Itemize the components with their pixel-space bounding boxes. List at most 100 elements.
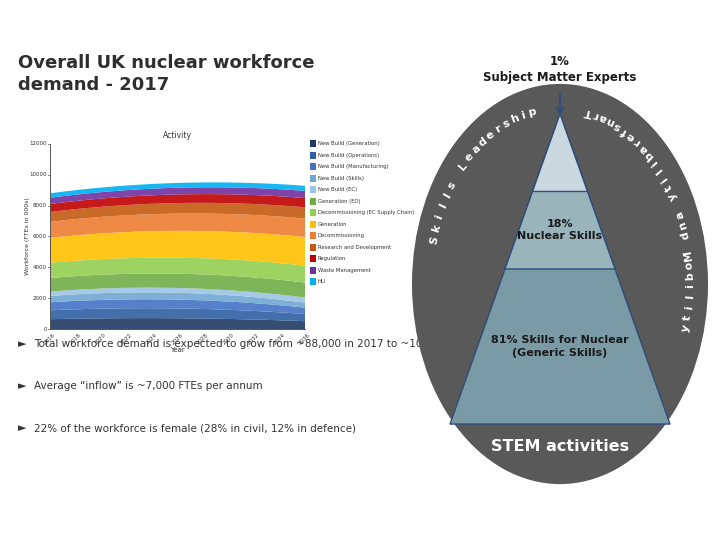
- Text: Decommissioning: Decommissioning: [318, 233, 365, 239]
- Text: Cogent: Cogent: [104, 510, 176, 528]
- Text: i: i: [649, 158, 660, 168]
- Text: New Build (Operations): New Build (Operations): [318, 153, 379, 158]
- Polygon shape: [50, 274, 305, 298]
- Text: b: b: [643, 149, 655, 162]
- Polygon shape: [50, 183, 305, 198]
- Text: l: l: [438, 202, 449, 210]
- Text: 2000: 2000: [33, 296, 47, 301]
- Polygon shape: [450, 114, 670, 424]
- Text: 2034: 2034: [273, 332, 287, 346]
- Text: i: i: [685, 285, 696, 288]
- Text: Activity: Activity: [163, 131, 192, 140]
- Bar: [310, 198, 316, 205]
- Polygon shape: [50, 231, 305, 266]
- Bar: [310, 175, 316, 182]
- Text: Nuclear Skills Strategy Group: Nuclear Skills Strategy Group: [11, 15, 207, 28]
- Text: 2022: 2022: [120, 332, 133, 346]
- Text: t: t: [683, 314, 693, 321]
- Bar: [310, 140, 316, 147]
- Text: Decommissioning (EC Supply Chain): Decommissioning (EC Supply Chain): [318, 211, 414, 215]
- Text: e: e: [485, 129, 496, 141]
- Text: 10000: 10000: [30, 172, 47, 177]
- Polygon shape: [50, 203, 305, 222]
- Text: skills: skills: [184, 510, 234, 528]
- Text: 2036: 2036: [298, 332, 312, 346]
- Text: k: k: [431, 224, 442, 234]
- Polygon shape: [533, 114, 588, 192]
- Text: n: n: [677, 220, 689, 231]
- Text: f: f: [620, 125, 629, 137]
- Text: New Build (Generation): New Build (Generation): [318, 141, 379, 146]
- Text: i: i: [520, 110, 526, 120]
- Text: o: o: [684, 261, 695, 270]
- Text: T: T: [583, 106, 593, 118]
- Text: New Build (EC): New Build (EC): [318, 187, 357, 192]
- Text: 22% of the workforce is female (28% in civil, 12% in defence): 22% of the workforce is female (28% in c…: [34, 423, 356, 433]
- Text: s: s: [446, 180, 458, 191]
- Text: ►: ►: [18, 423, 27, 433]
- Polygon shape: [50, 292, 305, 308]
- Text: 2024: 2024: [145, 332, 158, 346]
- Polygon shape: [505, 114, 615, 269]
- Text: 0: 0: [43, 327, 47, 332]
- Polygon shape: [50, 187, 305, 204]
- Text: Regulation: Regulation: [318, 256, 346, 261]
- Polygon shape: [50, 194, 305, 212]
- Bar: [310, 164, 316, 171]
- Text: r: r: [592, 109, 600, 120]
- Polygon shape: [50, 258, 305, 282]
- Text: Year: Year: [170, 347, 185, 353]
- Text: 1%
Subject Matter Experts: 1% Subject Matter Experts: [483, 55, 636, 84]
- Text: 2032: 2032: [247, 332, 261, 346]
- Text: 2030: 2030: [222, 332, 235, 346]
- Text: b: b: [685, 272, 696, 280]
- Text: 4000: 4000: [33, 265, 47, 270]
- Text: S: S: [428, 235, 440, 245]
- Text: r: r: [493, 123, 503, 135]
- Text: New Build (Skills): New Build (Skills): [318, 176, 364, 181]
- Text: s: s: [612, 120, 623, 132]
- Text: 2018: 2018: [69, 332, 82, 346]
- Text: a: a: [637, 143, 649, 155]
- Text: ►: ►: [18, 381, 27, 391]
- Text: Generation (EO): Generation (EO): [318, 199, 361, 204]
- Text: a: a: [598, 112, 608, 124]
- Text: New Build (Manufacturing): New Build (Manufacturing): [318, 165, 389, 170]
- Text: e: e: [625, 130, 636, 143]
- Text: ►: ►: [18, 339, 27, 349]
- Text: HLI: HLI: [318, 280, 326, 285]
- Bar: [310, 186, 316, 193]
- Text: s: s: [501, 118, 511, 130]
- Text: i: i: [434, 214, 445, 221]
- Text: i: i: [684, 305, 694, 310]
- Text: 12000: 12000: [30, 141, 47, 146]
- Text: l: l: [685, 295, 695, 299]
- Text: p: p: [526, 106, 536, 118]
- Polygon shape: [50, 299, 305, 314]
- Text: a: a: [470, 143, 482, 156]
- Text: Generation: Generation: [318, 222, 348, 227]
- Text: n: n: [605, 116, 616, 128]
- Bar: [310, 267, 316, 274]
- Polygon shape: [50, 318, 305, 329]
- Text: 81% Skills for Nuclear
(Generic Skills): 81% Skills for Nuclear (Generic Skills): [491, 335, 629, 357]
- Text: e: e: [463, 151, 475, 164]
- Polygon shape: [50, 213, 305, 238]
- Text: 18%
Nuclear Skills: 18% Nuclear Skills: [518, 219, 603, 241]
- Text: i: i: [660, 174, 670, 184]
- Text: d: d: [477, 136, 489, 148]
- Text: l: l: [654, 166, 665, 176]
- Text: Overall UK nuclear workforce
demand - 2017: Overall UK nuclear workforce demand - 20…: [18, 54, 315, 94]
- Text: 2026: 2026: [171, 332, 184, 346]
- Bar: [310, 221, 316, 228]
- Text: Average “inflow” is ~7,000 FTEs per annum: Average “inflow” is ~7,000 FTEs per annu…: [34, 381, 263, 391]
- Text: a: a: [674, 210, 686, 221]
- Text: Waste Management: Waste Management: [318, 268, 371, 273]
- Bar: [310, 255, 316, 262]
- Text: y: y: [680, 323, 692, 333]
- Bar: [310, 233, 316, 239]
- Text: 2020: 2020: [94, 332, 108, 346]
- Text: l: l: [442, 191, 453, 200]
- Bar: [310, 279, 316, 286]
- Bar: [310, 152, 316, 159]
